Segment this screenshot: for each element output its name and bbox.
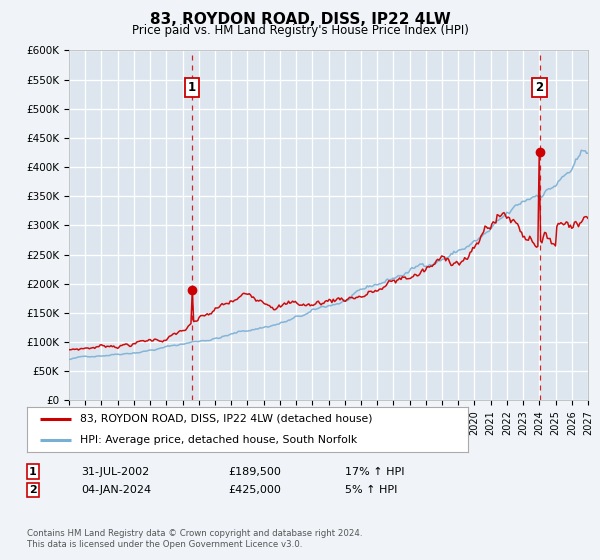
Text: 2: 2 xyxy=(535,81,544,94)
Text: 5% ↑ HPI: 5% ↑ HPI xyxy=(345,485,397,495)
Text: 83, ROYDON ROAD, DISS, IP22 4LW (detached house): 83, ROYDON ROAD, DISS, IP22 4LW (detache… xyxy=(80,414,373,424)
Text: 17% ↑ HPI: 17% ↑ HPI xyxy=(345,466,404,477)
Text: 04-JAN-2024: 04-JAN-2024 xyxy=(81,485,151,495)
Text: Price paid vs. HM Land Registry's House Price Index (HPI): Price paid vs. HM Land Registry's House … xyxy=(131,24,469,36)
Text: £189,500: £189,500 xyxy=(228,466,281,477)
Text: £425,000: £425,000 xyxy=(228,485,281,495)
Text: Contains HM Land Registry data © Crown copyright and database right 2024.
This d: Contains HM Land Registry data © Crown c… xyxy=(27,529,362,549)
Text: 1: 1 xyxy=(188,81,196,94)
Text: 83, ROYDON ROAD, DISS, IP22 4LW: 83, ROYDON ROAD, DISS, IP22 4LW xyxy=(149,12,451,27)
Text: 2: 2 xyxy=(29,485,37,495)
Text: 31-JUL-2002: 31-JUL-2002 xyxy=(81,466,149,477)
Text: 1: 1 xyxy=(29,466,37,477)
Text: HPI: Average price, detached house, South Norfolk: HPI: Average price, detached house, Sout… xyxy=(80,435,357,445)
